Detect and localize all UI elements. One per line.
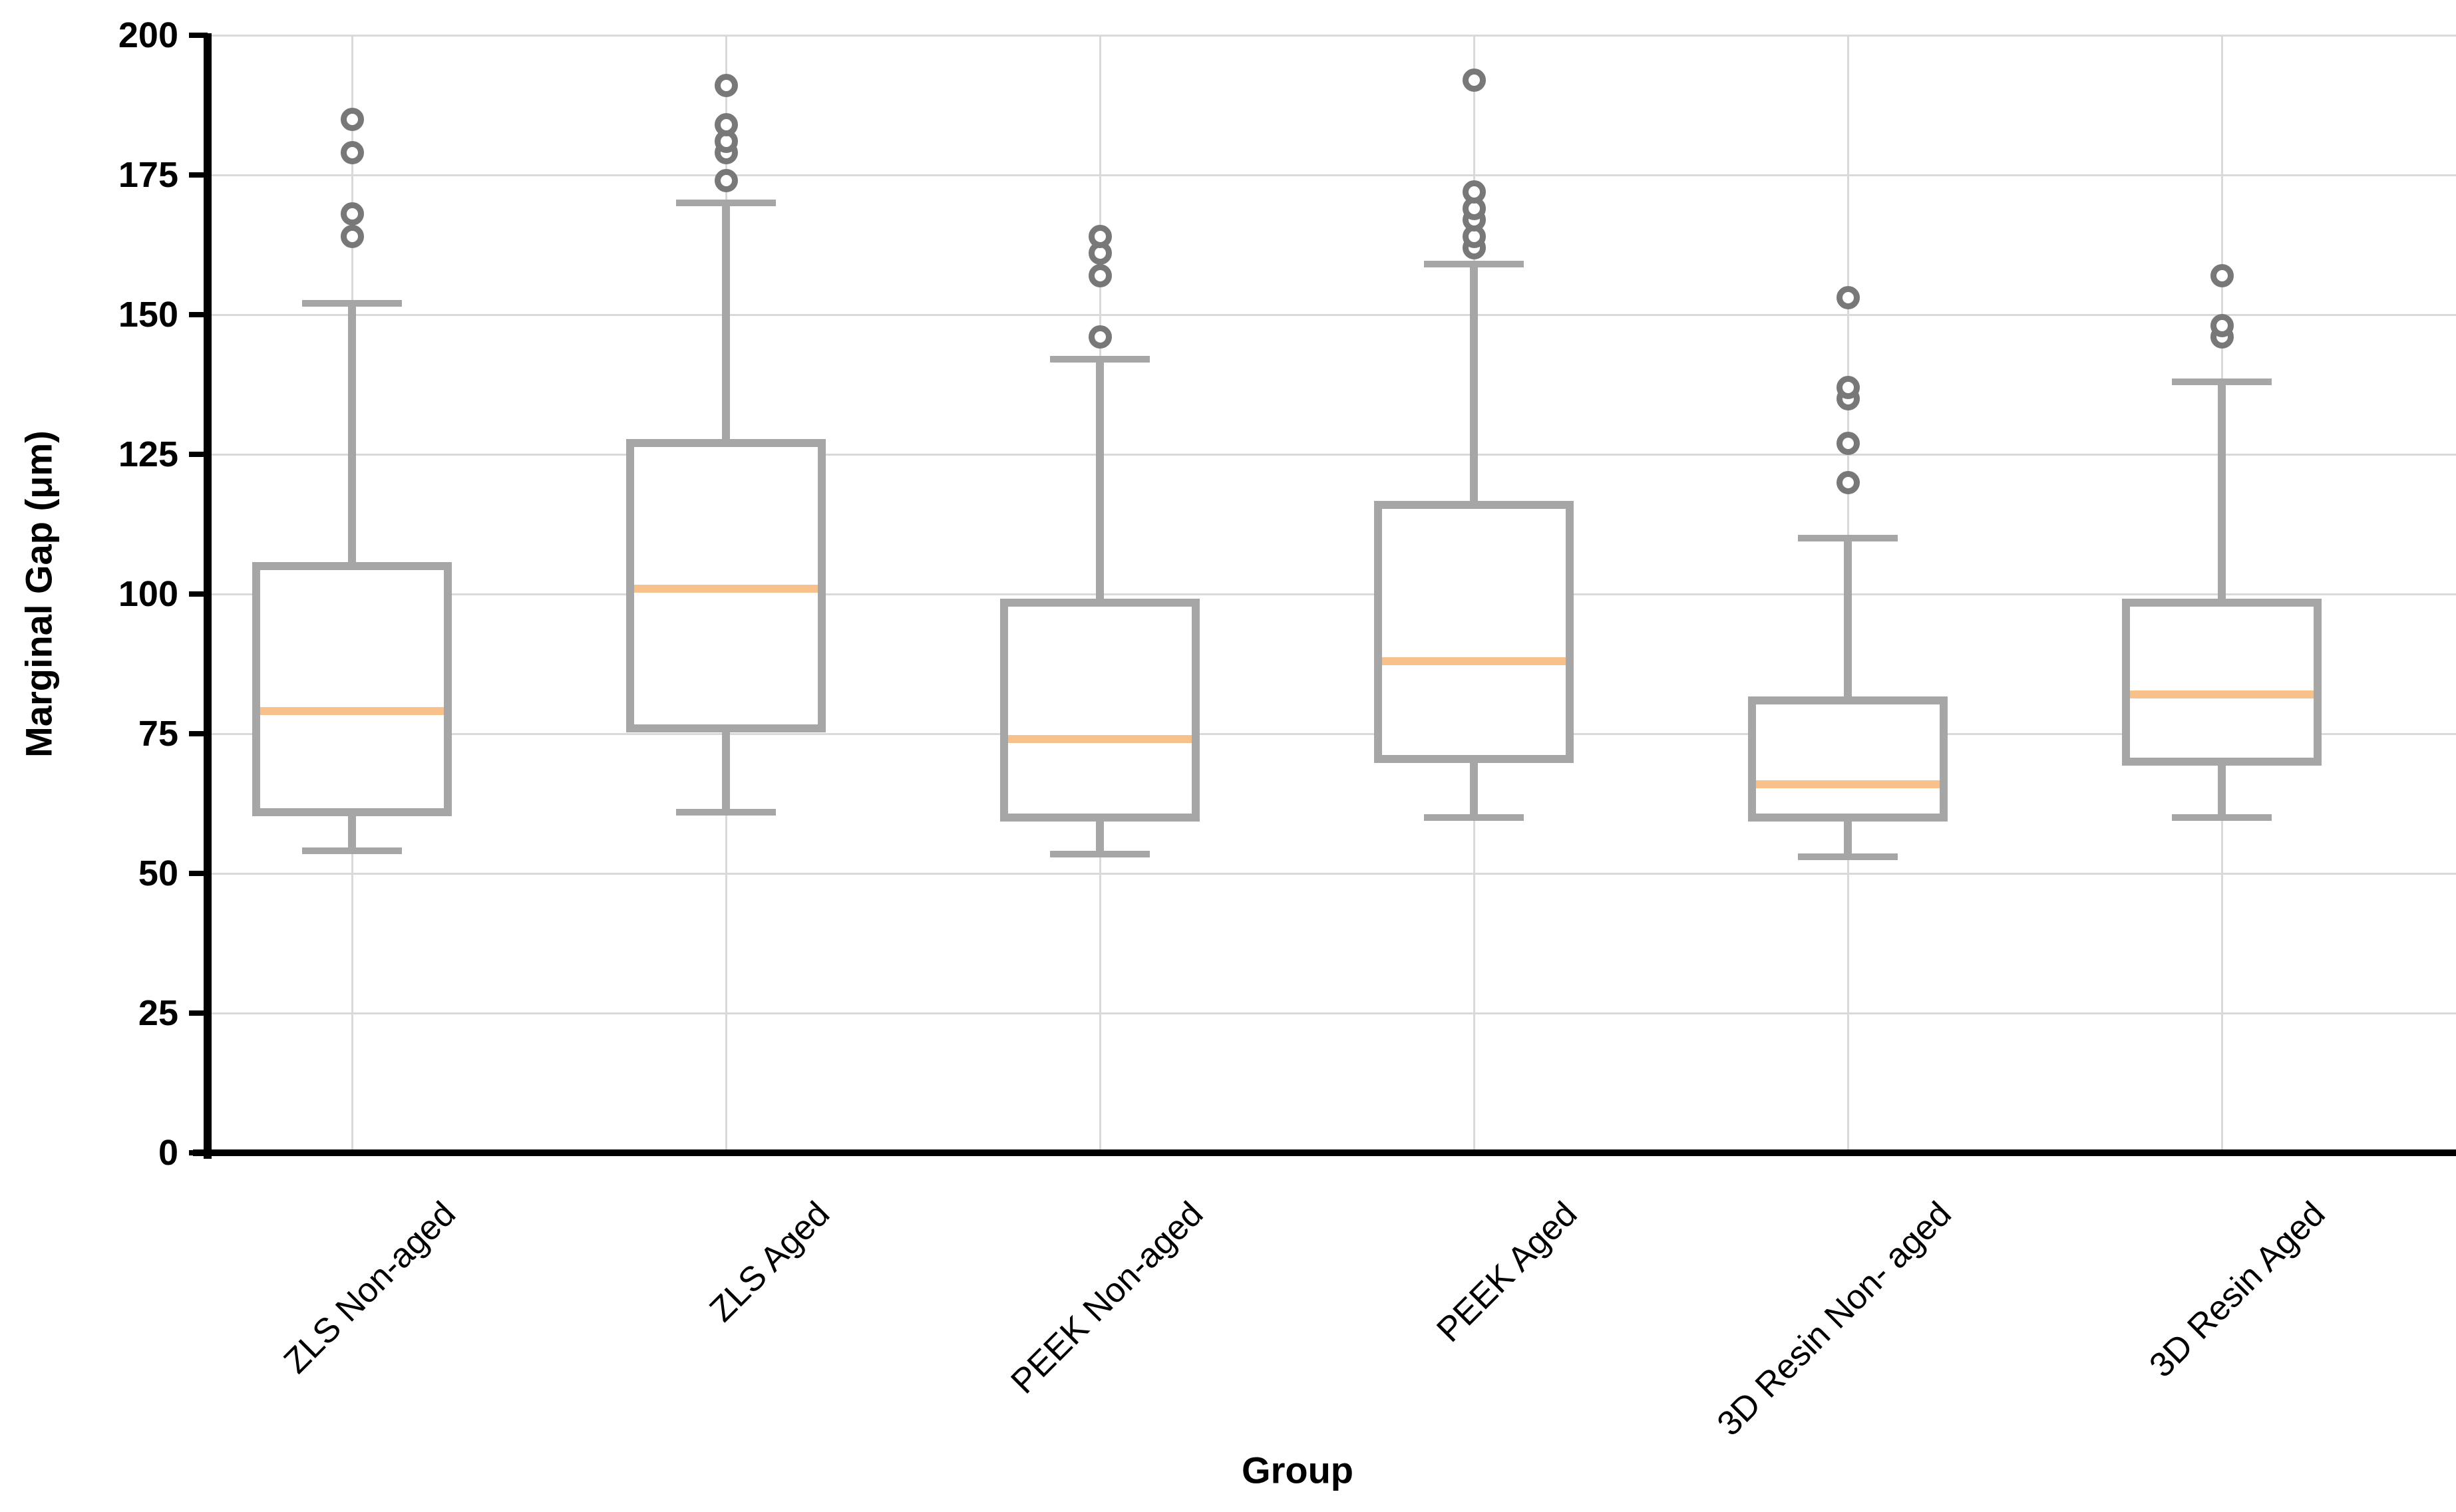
outlier-point xyxy=(340,202,364,226)
whisker-cap-upper xyxy=(1424,261,1524,268)
outlier-point xyxy=(1836,286,1860,310)
outlier-point xyxy=(2210,263,2234,287)
y-tick-mark-0 xyxy=(189,1150,208,1155)
y-tick-label-125: 125 xyxy=(118,434,178,474)
y-tick-mark-200 xyxy=(189,33,208,38)
whisker-cap-upper xyxy=(676,200,776,206)
h-gridline-50 xyxy=(208,872,2456,875)
outlier-point xyxy=(714,168,738,192)
y-tick-label-100: 100 xyxy=(118,574,178,614)
whisker-cap-upper xyxy=(302,300,402,307)
outlier-point xyxy=(1836,431,1860,455)
y-tick-mark-50 xyxy=(189,871,208,876)
median-line xyxy=(1756,780,1940,788)
x-category-label-5: 3D Resin Non- aged xyxy=(1709,1194,1959,1443)
y-axis-title: Marginal Gap (μm) xyxy=(17,430,60,758)
y-tick-mark-25 xyxy=(189,1010,208,1016)
whisker-cap-lower xyxy=(1798,853,1898,860)
h-gridline-100 xyxy=(208,593,2456,595)
median-line xyxy=(634,584,818,593)
x-category-label-6: 3D Resin Aged xyxy=(2142,1194,2333,1386)
x-category-label-4: PEEK Aged xyxy=(1429,1194,1585,1350)
whisker-cap-upper xyxy=(1798,535,1898,541)
outlier-point xyxy=(1836,470,1860,494)
median-line xyxy=(1008,735,1192,744)
h-gridline-200 xyxy=(208,34,2456,37)
whisker-cap-lower xyxy=(1424,814,1524,821)
iqr-box xyxy=(1748,696,1948,822)
outlier-point xyxy=(2210,314,2234,338)
outlier-point xyxy=(340,107,364,131)
y-tick-mark-175 xyxy=(189,172,208,178)
h-gridline-125 xyxy=(208,453,2456,456)
outlier-point xyxy=(1462,180,1486,204)
whisker-cap-lower xyxy=(2172,814,2272,821)
whisker-cap-upper xyxy=(1050,356,1150,363)
y-tick-mark-125 xyxy=(189,452,208,457)
y-tick-label-25: 25 xyxy=(138,993,178,1033)
y-tick-mark-150 xyxy=(189,312,208,317)
median-line xyxy=(2130,690,2314,699)
y-tick-label-150: 150 xyxy=(118,295,178,335)
iqr-box xyxy=(252,562,452,816)
outlier-point xyxy=(1088,325,1112,349)
whisker-cap-lower xyxy=(302,847,402,855)
y-tick-label-175: 175 xyxy=(118,155,178,195)
x-axis-spine xyxy=(193,1149,2456,1156)
whisker-cap-upper xyxy=(2172,378,2272,385)
x-axis-title: Group xyxy=(1242,1449,1353,1491)
outlier-point xyxy=(1462,68,1486,92)
outlier-point xyxy=(714,112,738,136)
outlier-point xyxy=(1088,263,1112,287)
y-tick-label-75: 75 xyxy=(138,714,178,754)
median-line xyxy=(260,707,444,716)
outlier-point xyxy=(714,74,738,98)
x-category-label-2: ZLS Aged xyxy=(702,1194,837,1330)
median-line xyxy=(1382,657,1566,665)
iqr-box xyxy=(1374,500,1574,763)
iqr-box xyxy=(1000,598,1200,822)
iqr-box xyxy=(2122,598,2322,766)
y-tick-label-50: 50 xyxy=(138,853,178,893)
h-gridline-175 xyxy=(208,174,2456,176)
outlier-point xyxy=(1088,224,1112,248)
h-gridline-150 xyxy=(208,313,2456,316)
outlier-point xyxy=(340,140,364,164)
x-category-label-1: ZLS Non-aged xyxy=(276,1194,463,1381)
y-tick-mark-100 xyxy=(189,591,208,597)
y-tick-label-0: 0 xyxy=(158,1133,178,1173)
h-gridline-25 xyxy=(208,1012,2456,1014)
x-category-label-3: PEEK Non-aged xyxy=(1003,1194,1211,1402)
whisker-cap-lower xyxy=(1050,850,1150,857)
y-tick-label-200: 200 xyxy=(118,15,178,55)
outlier-point xyxy=(340,224,364,248)
h-gridline-75 xyxy=(208,732,2456,735)
outlier-point xyxy=(1836,375,1860,399)
y-tick-mark-75 xyxy=(189,731,208,736)
whisker-cap-lower xyxy=(676,808,776,816)
